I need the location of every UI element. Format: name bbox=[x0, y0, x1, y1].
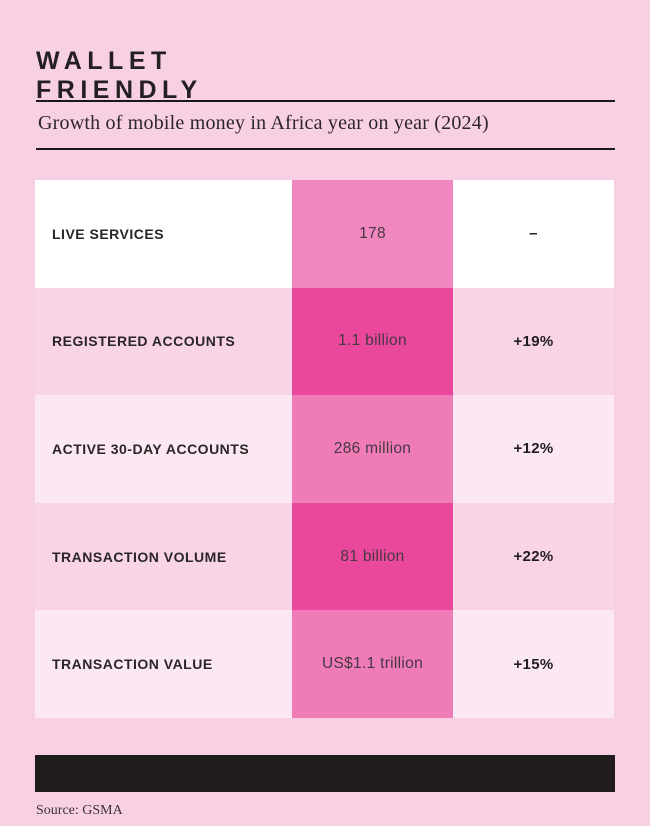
row-change: – bbox=[529, 225, 538, 243]
row-label: TRANSACTION VOLUME bbox=[52, 548, 227, 565]
table-row: LIVE SERVICES 178 – bbox=[35, 180, 614, 288]
row-change: +19% bbox=[513, 332, 554, 350]
source-note: Source: GSMA bbox=[36, 803, 123, 818]
footer-divider-bar bbox=[35, 755, 615, 792]
header-rule-top bbox=[36, 100, 615, 102]
row-change-cell: +22% bbox=[453, 502, 614, 611]
header-rule-bottom bbox=[36, 148, 615, 150]
row-change-cell: +19% bbox=[453, 287, 614, 396]
row-label: TRANSACTION VALUE bbox=[52, 656, 213, 673]
table-row: REGISTERED ACCOUNTS 1.1 billion +19% bbox=[35, 287, 614, 396]
row-change-cell: +12% bbox=[453, 395, 614, 503]
table-row: TRANSACTION VOLUME 81 billion +22% bbox=[35, 502, 614, 611]
row-value: 286 million bbox=[333, 439, 412, 457]
row-value-cell: 1.1 billion bbox=[292, 287, 453, 396]
row-label-cell: TRANSACTION VOLUME bbox=[35, 502, 292, 611]
row-label-cell: LIVE SERVICES bbox=[35, 180, 292, 288]
stats-table: LIVE SERVICES 178 – REGISTERED ACCOUNTS … bbox=[35, 180, 614, 718]
row-label: LIVE SERVICES bbox=[52, 225, 165, 242]
page-title: WALLET FRIENDLY bbox=[36, 47, 203, 105]
row-label: ACTIVE 30-DAY ACCOUNTS bbox=[52, 440, 250, 457]
row-value: 1.1 billion bbox=[338, 332, 407, 350]
row-value: 178 bbox=[359, 224, 386, 242]
row-label-cell: TRANSACTION VALUE bbox=[35, 610, 292, 718]
page-title-line-1: WALLET bbox=[36, 46, 172, 75]
row-value-cell: 81 billion bbox=[292, 502, 453, 611]
row-label: REGISTERED ACCOUNTS bbox=[52, 333, 236, 350]
row-value: 81 billion bbox=[340, 547, 405, 565]
row-value: US$1.1 trillion bbox=[322, 655, 423, 673]
row-label-cell: REGISTERED ACCOUNTS bbox=[35, 287, 292, 396]
row-change-cell: +15% bbox=[453, 610, 614, 718]
row-value-cell: 178 bbox=[292, 180, 453, 288]
row-label-cell: ACTIVE 30-DAY ACCOUNTS bbox=[35, 395, 292, 503]
subtitle: Growth of mobile money in Africa year on… bbox=[38, 112, 489, 134]
row-change: +22% bbox=[513, 548, 554, 566]
row-value-cell: US$1.1 trillion bbox=[292, 610, 453, 718]
row-change-cell: – bbox=[453, 180, 614, 288]
row-change: +15% bbox=[513, 655, 554, 673]
page-title-line-2: FRIENDLY bbox=[36, 75, 203, 104]
table-row: TRANSACTION VALUE US$1.1 trillion +15% bbox=[35, 610, 614, 718]
row-value-cell: 286 million bbox=[292, 395, 453, 503]
table-row: ACTIVE 30-DAY ACCOUNTS 286 million +12% bbox=[35, 395, 614, 503]
row-change: +12% bbox=[513, 440, 554, 458]
